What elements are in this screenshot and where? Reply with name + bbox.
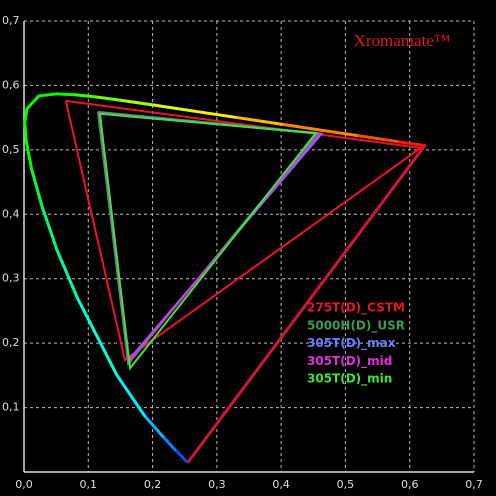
x-tick-label: 0,6 <box>401 478 419 491</box>
y-tick-label: 0,5 <box>2 143 20 156</box>
gamut-triangle <box>98 112 318 371</box>
spectral-locus <box>161 435 177 451</box>
y-tick-label: 0,3 <box>2 272 20 285</box>
y-tick-label: 0,2 <box>2 336 20 349</box>
x-tick-label: 0,4 <box>272 478 290 491</box>
x-tick-label: 0,5 <box>337 478 355 491</box>
x-tick-label: 0,7 <box>465 478 483 491</box>
spectral-locus <box>23 120 28 143</box>
spectral-locus <box>94 95 124 103</box>
gamut-triangle <box>64 99 424 362</box>
spectral-locus <box>54 92 77 97</box>
spectral-locus <box>281 123 360 138</box>
x-tick-label: 0,1 <box>80 478 98 491</box>
legend-entry: 305T(D)_min <box>307 372 392 387</box>
spectral-locus <box>235 116 285 127</box>
spectral-locus <box>24 139 34 171</box>
y-tick-label: 0,7 <box>2 14 20 27</box>
spectral-locus <box>120 99 156 107</box>
spectral-locus <box>152 103 195 113</box>
spectral-locus <box>115 373 147 418</box>
x-tick-label: 0,3 <box>208 478 226 491</box>
spectral-locus <box>191 109 239 120</box>
spectral-locus <box>73 93 98 99</box>
spectral-locus <box>397 140 427 148</box>
chart-title: Xromamate™ <box>354 31 451 50</box>
spectral-locus <box>37 92 58 98</box>
y-tick-label: 0,6 <box>2 78 20 91</box>
spectral-locus <box>75 296 119 377</box>
y-tick-label: 0,1 <box>2 401 20 414</box>
x-tick-label: 0,2 <box>144 478 162 491</box>
spectral-locus <box>55 249 79 300</box>
spectral-locus <box>173 447 188 463</box>
spectral-locus <box>143 414 165 439</box>
purple-line <box>186 144 427 464</box>
spectral-locus <box>23 107 29 124</box>
spectral-locus <box>40 205 59 253</box>
spectral-locus <box>30 167 44 209</box>
legend-entry: 5000H(D)_USR <box>307 318 405 333</box>
x-tick-label: 0,0 <box>15 478 33 491</box>
legend-entry: 305T(D)_mid <box>307 354 392 369</box>
spectral-locus <box>25 94 41 111</box>
legend-entry: 305T(D)_max <box>307 336 396 351</box>
y-tick-label: 0,4 <box>2 207 20 220</box>
legend-entry: 275T(D)_CSTM <box>307 301 405 316</box>
spectral-locus <box>356 134 401 144</box>
